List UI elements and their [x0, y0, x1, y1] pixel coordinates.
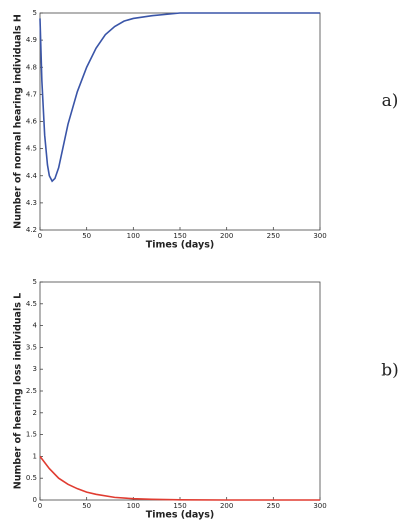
- panel-label: b): [381, 361, 399, 381]
- x-tick-label: 150: [173, 232, 186, 240]
- x-tick-label: 250: [267, 502, 280, 510]
- y-axis-label: Number of hearing loss individuals L: [13, 293, 24, 489]
- y-tick-label: 3: [33, 365, 37, 373]
- x-tick-label: 300: [313, 232, 326, 240]
- y-tick-label: 4.8: [26, 63, 37, 71]
- data-line: [39, 455, 320, 501]
- y-tick-label: 4.9: [26, 36, 37, 44]
- y-tick-label: 1: [33, 452, 37, 460]
- y-tick-label: 4.3: [26, 199, 37, 207]
- y-tick-label: 0.5: [26, 474, 37, 482]
- x-tick-label: 50: [82, 232, 91, 240]
- y-tick-label: 4.4: [26, 172, 38, 180]
- y-tick-label: 2.5: [26, 387, 37, 395]
- y-tick-label: 0: [33, 496, 37, 504]
- x-axis-label: Times (days): [146, 240, 215, 251]
- x-tick-label: 300: [313, 502, 326, 510]
- x-tick-label: 200: [220, 502, 233, 510]
- y-tick-label: 4: [33, 322, 38, 330]
- y-tick-label: 1.5: [26, 431, 37, 439]
- y-tick-label: 3.5: [26, 343, 37, 351]
- x-tick-label: 200: [220, 232, 233, 240]
- panel-label: a): [382, 91, 399, 111]
- y-tick-label: 4.2: [26, 226, 37, 234]
- x-tick-label: 150: [173, 502, 186, 510]
- x-axis-label: Times (days): [146, 510, 215, 521]
- x-tick-label: 250: [267, 232, 280, 240]
- x-tick-label: 50: [82, 502, 91, 510]
- plot-area: [39, 281, 321, 501]
- y-tick-label: 4.6: [26, 118, 38, 126]
- data-line: [39, 12, 320, 183]
- y-tick-label: 4.5: [26, 145, 37, 153]
- y-tick-label: 4.5: [26, 300, 37, 308]
- x-tick-label: 100: [127, 502, 140, 510]
- y-tick-label: 2: [33, 409, 37, 417]
- x-tick-label: 100: [127, 232, 140, 240]
- y-tick-label: 4.7: [26, 90, 37, 98]
- y-axis-label: Number of normal hearing individuals H: [13, 14, 24, 229]
- plot-area: [39, 12, 321, 231]
- y-tick-label: 5: [33, 278, 37, 286]
- x-tick-label: 0: [38, 502, 42, 510]
- y-tick-label: 5: [33, 9, 37, 17]
- x-tick-label: 0: [38, 232, 42, 240]
